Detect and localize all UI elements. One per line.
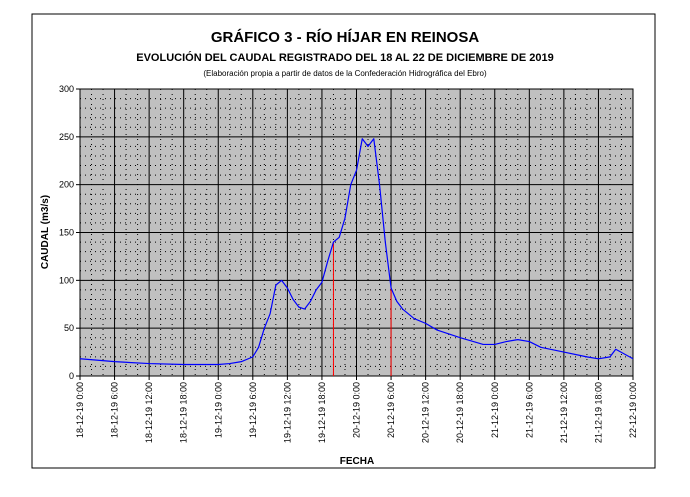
chart-note: (Elaboración propia a partir de datos de… (203, 69, 487, 78)
x-tick-label: 21-12-19 6:00 (524, 382, 534, 438)
x-tick-label: 21-12-19 18:00 (593, 382, 603, 443)
x-tick-label: 19-12-19 0:00 (213, 382, 223, 438)
x-tick-label: 20-12-19 12:00 (421, 382, 431, 443)
x-tick-label: 19-12-19 6:00 (248, 382, 258, 438)
y-tick-label: 200 (59, 180, 74, 190)
y-tick-label: 150 (59, 228, 74, 238)
x-tick-label: 20-12-19 0:00 (352, 382, 362, 438)
x-tick-label: 19-12-19 12:00 (282, 382, 292, 443)
data-line (79, 138, 634, 366)
x-tick-label: 19-12-19 18:00 (317, 382, 327, 443)
chart-subtitle: EVOLUCIÓN DEL CAUDAL REGISTRADO DEL 18 A… (136, 51, 553, 64)
y-tick-label: 100 (59, 275, 74, 285)
chart-title: GRÁFICO 3 - RÍO HÍJAR EN REINOSA (211, 29, 480, 46)
y-tick-label: 0 (69, 371, 74, 381)
x-tick-label: 20-12-19 6:00 (386, 382, 396, 438)
y-tick-label: 300 (59, 84, 74, 94)
x-axis-title: FECHA (340, 456, 374, 467)
x-tick-label: 18-12-19 6:00 (110, 382, 120, 438)
x-tick-label: 18-12-19 12:00 (144, 382, 154, 443)
x-tick-label: 21-12-19 0:00 (490, 382, 500, 438)
y-tick-label: 250 (59, 132, 74, 142)
x-tick-label: 22-12-19 0:00 (628, 382, 638, 438)
x-tick-label: 18-12-19 0:00 (75, 382, 85, 438)
y-axis-title: CAUDAL (m3/s) (40, 195, 51, 269)
x-tick-label: 20-12-19 18:00 (455, 382, 465, 443)
y-tick-label: 50 (64, 323, 74, 333)
x-tick-label: 21-12-19 12:00 (559, 382, 569, 443)
x-tick-label: 18-12-19 18:00 (179, 382, 189, 443)
